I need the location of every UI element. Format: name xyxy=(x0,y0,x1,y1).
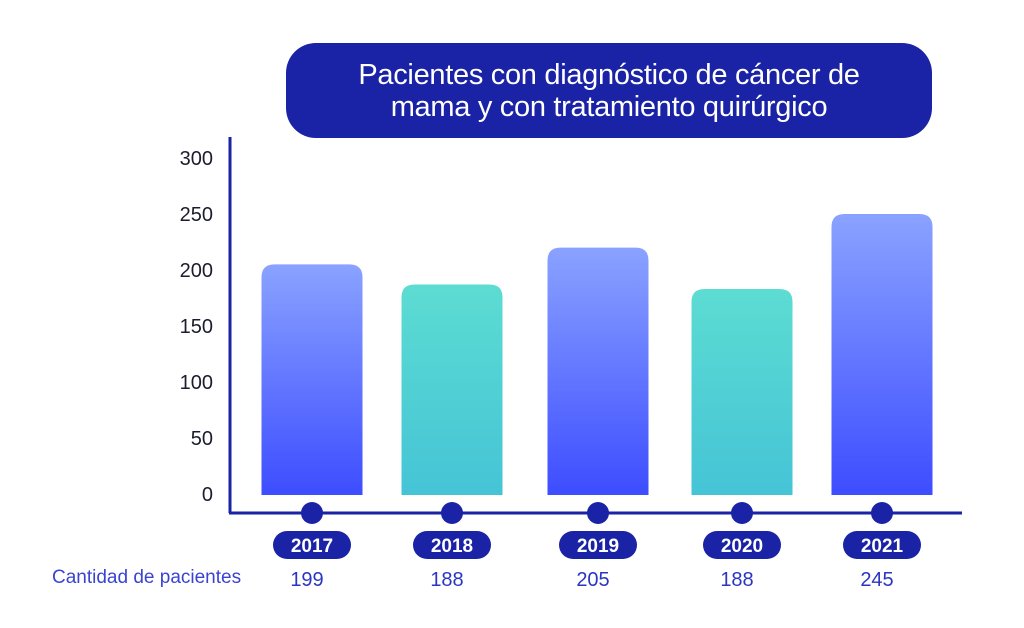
chart-title: Pacientes con diagnóstico de cáncer de m… xyxy=(358,58,860,123)
year-label-2017: 2017 xyxy=(291,536,333,557)
y-tick-label: 200 xyxy=(180,260,213,282)
year-pill-2021 xyxy=(843,531,921,559)
bars xyxy=(261,214,933,495)
year-pill-2019 xyxy=(559,531,637,559)
y-tick-label: 150 xyxy=(180,316,213,338)
count-label-2017: 199 xyxy=(290,569,323,591)
year-label-2018: 2018 xyxy=(431,536,473,557)
year-label-2020: 2020 xyxy=(721,536,763,557)
count-label-2019: 205 xyxy=(576,569,609,591)
y-tick-label: 300 xyxy=(180,148,213,170)
y-tick-label: 250 xyxy=(180,204,213,226)
y-tick-label: 0 xyxy=(202,484,213,506)
bar-2018 xyxy=(401,284,503,495)
bar-2019 xyxy=(547,247,649,495)
bar-2017 xyxy=(261,264,363,495)
y-tick-label: 100 xyxy=(180,372,213,394)
y-tick-label: 50 xyxy=(191,428,213,450)
year-labels: 2017 2018 2019 2020 2021 xyxy=(273,531,921,559)
x-marker-2021 xyxy=(871,502,893,524)
x-marker-2019 xyxy=(587,502,609,524)
x-marker-2018 xyxy=(441,502,463,524)
year-pill-2017 xyxy=(273,531,351,559)
year-pill-2020 xyxy=(703,531,781,559)
year-label-2019: 2019 xyxy=(577,536,619,557)
row-label-patient-count: Cantidad de pacientes xyxy=(52,567,242,588)
chart-title-banner: Pacientes con diagnóstico de cáncer de m… xyxy=(286,43,932,138)
count-label-2018: 188 xyxy=(430,569,463,591)
y-axis-ticks: 0 50 100 150 200 250 300 xyxy=(180,148,213,506)
count-label-2021: 245 xyxy=(860,569,893,591)
count-label-2020: 188 xyxy=(720,569,753,591)
year-pill-2018 xyxy=(413,531,491,559)
bar-2021 xyxy=(831,214,933,495)
bar-2020 xyxy=(691,289,793,495)
x-axis-markers xyxy=(301,502,893,524)
x-marker-2020 xyxy=(731,502,753,524)
x-marker-2017 xyxy=(301,502,323,524)
year-label-2021: 2021 xyxy=(861,536,904,557)
count-labels: 199 188 205 188 245 xyxy=(290,569,893,591)
